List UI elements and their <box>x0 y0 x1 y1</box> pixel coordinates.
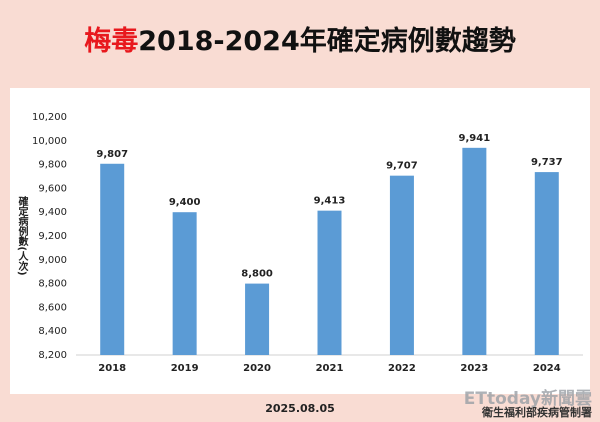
x-tick-label: 2020 <box>243 363 271 374</box>
y-tick-label: 8,800 <box>38 279 67 290</box>
x-tick-label: 2018 <box>98 363 126 374</box>
x-tick-label: 2019 <box>171 363 199 374</box>
bar <box>389 175 414 355</box>
date: 2025.08.05 <box>265 402 335 415</box>
y-tick-label: 9,000 <box>38 255 67 266</box>
bar <box>100 163 125 355</box>
value-label: 9,941 <box>459 133 491 144</box>
y-tick-label: 9,200 <box>38 231 67 242</box>
value-label: 9,807 <box>96 149 128 160</box>
x-tick-label: 2023 <box>460 363 488 374</box>
source: 衛生福利部疾病管制署 <box>481 405 592 419</box>
x-tick-label: 2024 <box>533 363 561 374</box>
y-tick-label: 8,200 <box>38 350 67 361</box>
chart-title: 梅毒2018-2024年確定病例數趨勢 <box>84 25 516 57</box>
panel <box>10 88 590 394</box>
value-label: 9,737 <box>531 157 563 168</box>
x-tick-label: 2022 <box>388 363 416 374</box>
bar <box>245 283 270 355</box>
bar <box>172 212 197 355</box>
watermark: ETtoday新聞雲 <box>464 388 592 409</box>
y-tick-label: 9,800 <box>38 160 67 171</box>
y-tick-label: 10,200 <box>32 112 67 123</box>
bar <box>462 147 487 355</box>
bar <box>317 210 342 355</box>
value-label: 9,400 <box>169 197 201 208</box>
y-tick-label: 9,400 <box>38 207 67 218</box>
value-label: 8,800 <box>241 269 273 280</box>
title-text: 2018-2024年確定病例數趨勢 <box>138 25 516 57</box>
title-highlight: 梅毒 <box>84 26 138 57</box>
y-axis-label: 確定病例數(人次) <box>16 195 28 275</box>
y-tick-label: 8,400 <box>38 326 67 337</box>
bar <box>534 172 559 355</box>
x-tick-label: 2021 <box>316 363 344 374</box>
y-tick-label: 9,600 <box>38 183 67 194</box>
value-label: 9,413 <box>314 196 346 207</box>
value-label: 9,707 <box>386 161 418 172</box>
y-tick-label: 8,600 <box>38 302 67 313</box>
y-tick-label: 10,000 <box>32 136 67 147</box>
